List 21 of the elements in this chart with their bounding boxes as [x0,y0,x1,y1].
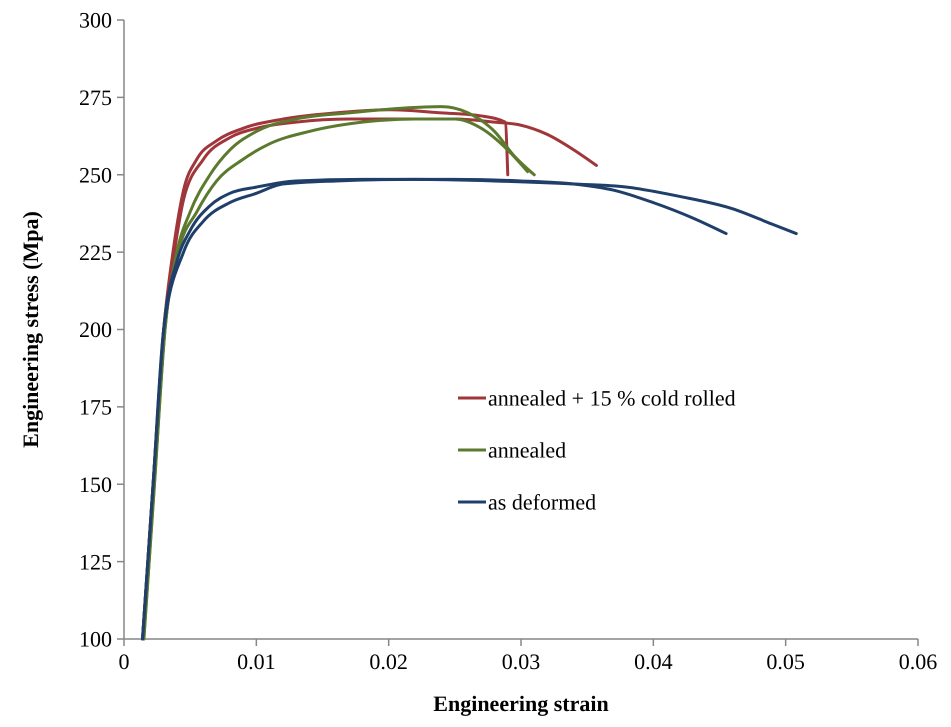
x-axis-title: Engineering strain [433,691,609,716]
x-tick-label: 0.06 [898,649,938,674]
x-tick-label: 0.04 [634,649,673,674]
x-tick-label: 0.02 [369,649,408,674]
x-tick-label: 0.05 [766,649,805,674]
x-tick-label: 0.01 [237,649,276,674]
legend-label: annealed + 15 % cold rolled [488,386,736,411]
y-tick-label: 275 [79,85,112,110]
y-tick-label: 150 [79,472,112,497]
y-axis-title: Engineering stress (Mpa) [18,211,43,448]
y-tick-label: 225 [79,240,112,265]
x-tick-label: 0.03 [502,649,540,674]
x-tick-label: 0 [118,649,130,674]
y-tick-label: 200 [79,317,112,342]
y-tick-label: 100 [79,626,112,652]
y-tick-label: 250 [79,162,112,188]
y-tick-label: 300 [79,8,112,33]
legend-label: annealed [488,438,566,463]
legend-label: as deformed [488,490,596,515]
y-tick-label: 125 [79,549,112,574]
y-tick-label: 175 [79,394,112,420]
